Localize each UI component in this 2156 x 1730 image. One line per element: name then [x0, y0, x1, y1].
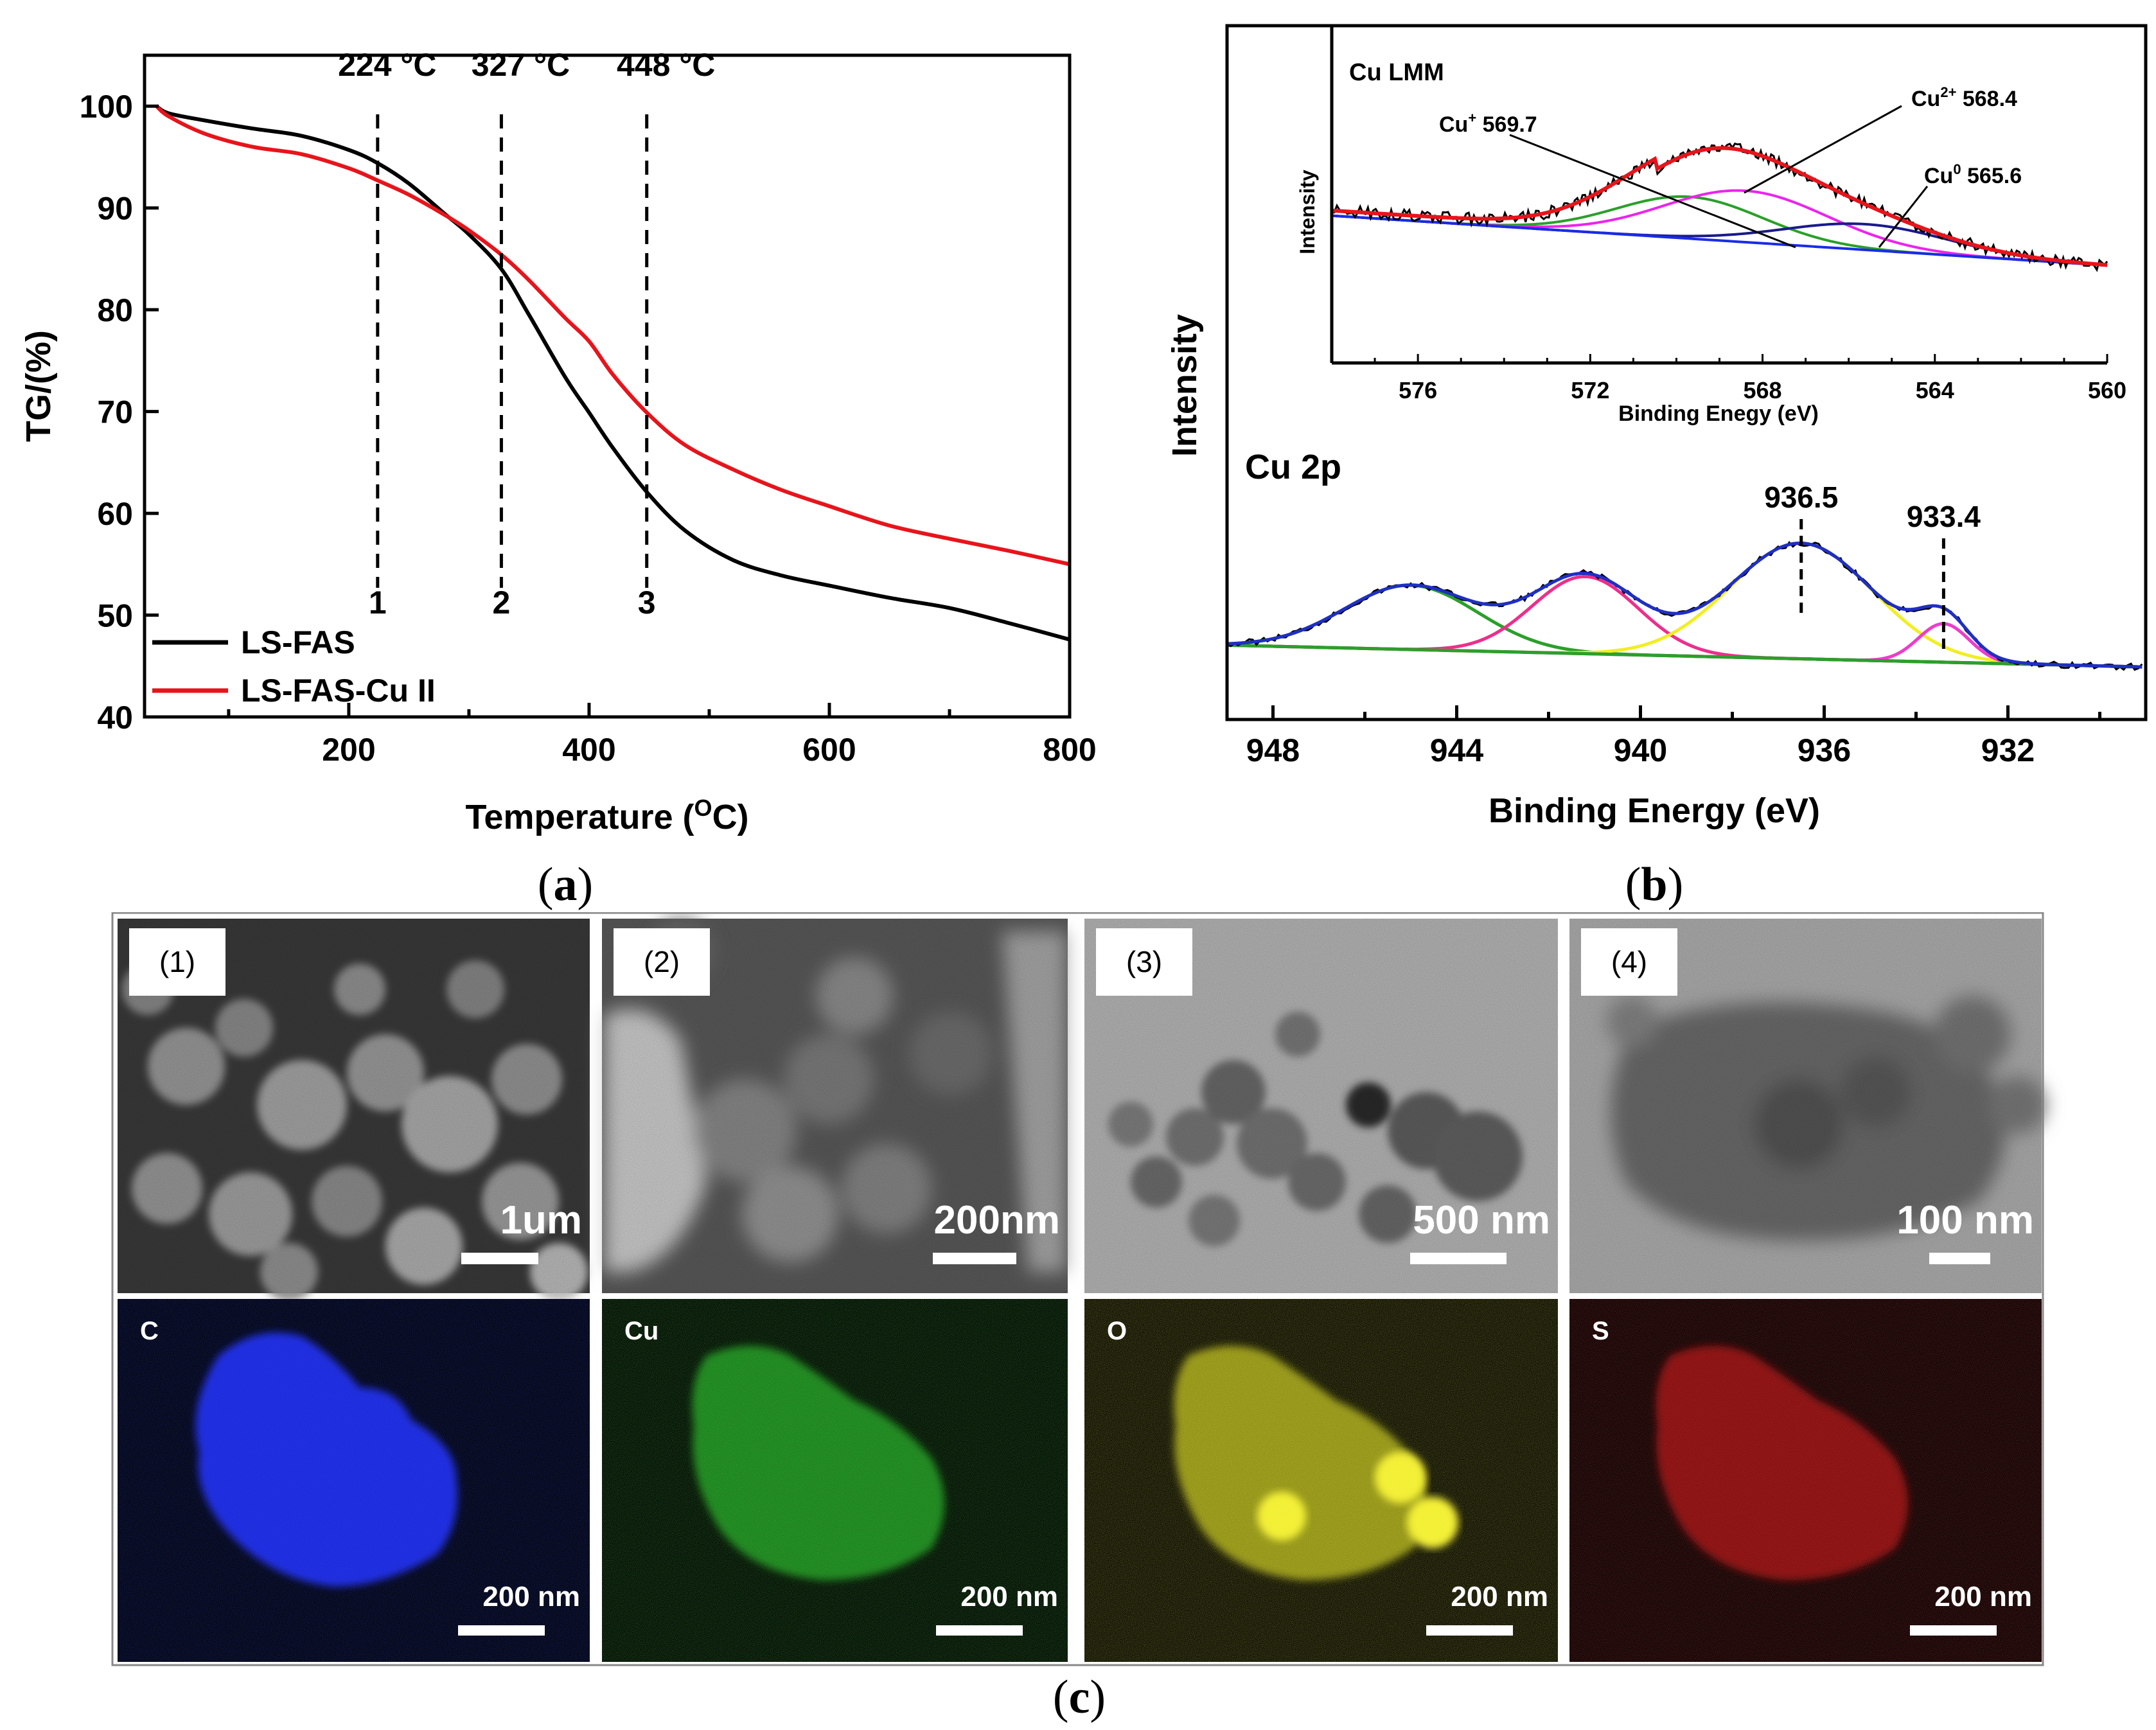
tg-x-axis-label: Temperature (OC) [465, 795, 748, 836]
micrograph-panel: (1) 1um (2) 200nm (3) 500 nm (4) 100 nm C 200 nm… [111, 912, 2046, 1666]
micrograph-scale-bar [1410, 1253, 1507, 1264]
inset-y-axis-label: Intensity [1296, 170, 1319, 254]
eds-scale-bar [458, 1625, 545, 1636]
micrograph-tag: (3) [1126, 945, 1162, 978]
xps-baseline [1226, 643, 2143, 669]
inset-component-1-line [1331, 195, 2108, 267]
xps-x-tick-label: 932 [1981, 732, 2035, 768]
tg-x-tick-label: 200 [322, 732, 375, 768]
micrograph-scale-label: 1um [500, 1198, 582, 1242]
eds-scale-label: 200 nm [1451, 1581, 1548, 1612]
xps-x-axis-label: Binding Energy (eV) [1489, 791, 1820, 830]
tem-image-4 [1569, 919, 2046, 1293]
eds-element-label: Cu [624, 1317, 658, 1345]
xps-y-axis-label: Intensity [1165, 314, 1204, 457]
series-ls-fas-line [155, 104, 1070, 642]
tg-plot-frame [143, 53, 1072, 719]
xps-chart: 948 944 940 936 932 Intensity Binding Energy… [1165, 24, 2148, 830]
micrograph-scale-label: 500 nm [1413, 1198, 1550, 1242]
tg-x-tick-label: 400 [562, 732, 615, 768]
micrograph-tag-box [614, 928, 710, 996]
xps-plot-frame [1225, 24, 2148, 721]
xps-x-tick-label: 936 [1798, 732, 1851, 768]
micrograph-scale-bar [933, 1253, 1016, 1264]
micrograph-scale-label: 200nm [934, 1198, 1060, 1242]
tg-marker-index: 2 [493, 585, 511, 621]
inset-x-tick-label: 568 [1744, 377, 1782, 403]
tem-image-3 [1084, 919, 1558, 1293]
caption-c: (c) [1052, 1671, 1106, 1724]
legend-label-ls-fas-cu: LS-FAS-Cu II [241, 673, 436, 709]
xps-envelope-line [1226, 541, 2143, 669]
inset-x-tick-label: 576 [1399, 377, 1437, 403]
tg-y-tick-label: 40 [97, 700, 133, 736]
tg-marker-index: 1 [369, 585, 387, 621]
micrograph-scale-bar [1929, 1253, 1990, 1264]
tg-y-tick-label: 50 [97, 598, 133, 634]
xps-x-tick-label: 940 [1614, 732, 1667, 768]
inset-peak-arrow [1509, 134, 1796, 249]
micrograph-tag: (1) [159, 945, 195, 978]
caption-b: (b) [1625, 858, 1684, 911]
tg-marker-temp-label: 448 °C [617, 47, 715, 83]
micrograph-scale-label: 100 nm [1896, 1198, 2034, 1242]
tg-y-tick-label: 70 [97, 394, 133, 430]
tg-marker-temp-label: 224 °C [338, 47, 436, 83]
eds-map-o [1084, 1299, 1558, 1662]
inset-peak-arrow [1878, 186, 1929, 248]
eds-scale-label: 200 nm [960, 1581, 1058, 1612]
tg-chart: 40 50 60 70 80 90 100 200 400 600 800 224 °C 1 327 … [19, 47, 1097, 836]
series-ls-fas-cu-line [155, 104, 1070, 567]
eds-scale-bar [936, 1625, 1023, 1636]
inset-peak-label: Cu0 565.6 [1924, 161, 2022, 188]
eds-map-s [1569, 1299, 2042, 1662]
tg-x-tick-label: 800 [1043, 732, 1096, 768]
eds-map-cu [602, 1299, 1068, 1662]
xps-cu2p-title: Cu 2p [1245, 448, 1341, 486]
inset-peak-arrow [1744, 105, 1902, 194]
micrograph-tag-box [1096, 928, 1192, 996]
xps-x-tick-label: 948 [1246, 732, 1300, 768]
micrograph-tag-box [1581, 928, 1677, 996]
tg-y-tick-label: 60 [97, 496, 133, 532]
inset-x-tick-label: 564 [1916, 377, 1954, 403]
tg-y-axis-label: TG/(%) [19, 330, 58, 442]
micrograph-scale-bar [461, 1253, 538, 1264]
legend-label-ls-fas: LS-FAS [241, 624, 355, 660]
inset-envelope-line [1331, 146, 2108, 267]
tg-y-tick-label: 80 [97, 292, 133, 328]
eds-scale-bar [1910, 1625, 1997, 1636]
tg-legend: LS-FAS LS-FAS-Cu II [152, 624, 436, 709]
eds-scale-label: 200 nm [1934, 1581, 2032, 1612]
xps-x-tick-label: 944 [1430, 732, 1484, 768]
micrograph-tag: (4) [1611, 945, 1647, 978]
micrograph-tag: (2) [644, 945, 680, 978]
eds-scale-bar [1426, 1625, 1513, 1636]
inset-x-tick-label: 560 [2088, 377, 2126, 403]
inset-background-line [1331, 214, 2108, 267]
inset-x-tick-label: 572 [1571, 377, 1609, 403]
eds-map-c [118, 1299, 590, 1662]
inset-peak-label: Cu2+ 568.4 [1911, 84, 2017, 111]
tg-marker-index: 3 [638, 585, 656, 621]
xps-peak-label: 936.5 [1764, 481, 1838, 514]
eds-element-label: C [140, 1317, 159, 1345]
inset-raw-data [1331, 142, 2108, 272]
xps-peak-label: 933.4 [1907, 500, 1981, 533]
tg-marker-temp-label: 327 °C [472, 47, 570, 83]
inset-title: Cu LMM [1349, 59, 1444, 86]
tg-y-tick-label: 100 [80, 89, 133, 125]
eds-element-label: O [1107, 1317, 1127, 1345]
caption-a: (a) [537, 858, 594, 911]
inset-peak-label: Cu+ 569.7 [1439, 110, 1537, 137]
micrograph-tag-box [129, 928, 225, 996]
xps-component-2-line [1226, 575, 2143, 669]
xps-raw-data [1226, 541, 2143, 671]
tg-x-tick-label: 600 [802, 732, 856, 768]
tg-y-tick-label: 90 [97, 191, 133, 227]
eds-scale-label: 200 nm [482, 1581, 580, 1612]
inset-x-axis-label: Binding Enegy (eV) [1618, 402, 1819, 426]
eds-element-label: S [1592, 1317, 1609, 1345]
